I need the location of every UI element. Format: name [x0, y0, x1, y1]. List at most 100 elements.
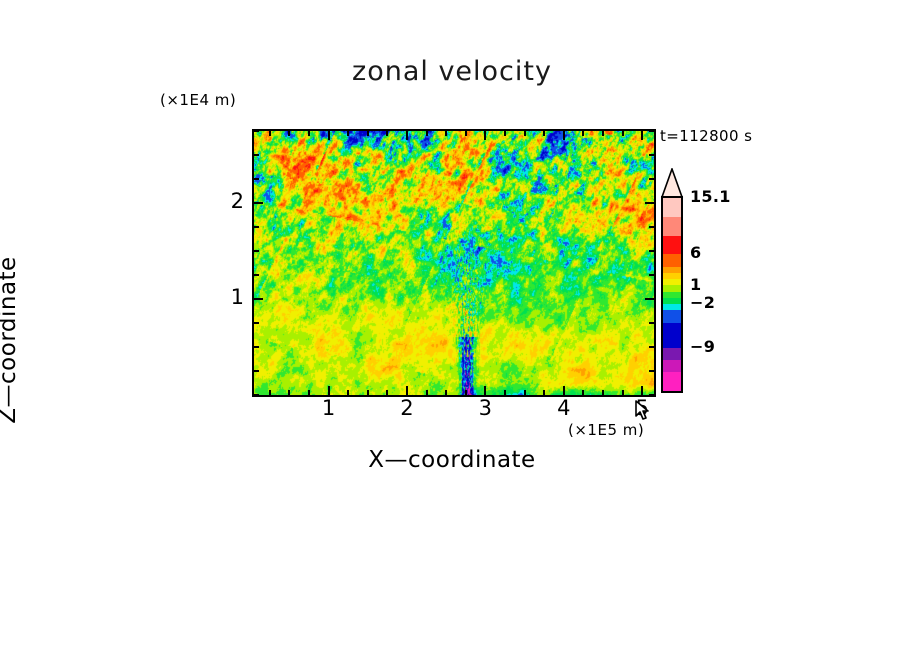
y-axis-minor-tick-right	[649, 154, 654, 156]
y-axis-minor-tick	[254, 226, 259, 228]
x-axis-minor-tick	[621, 390, 624, 395]
x-axis-minor-tick	[425, 390, 428, 395]
x-axis-major-tick	[641, 386, 644, 395]
colorbar-tick-label: 6	[690, 243, 702, 263]
colorbar	[661, 196, 683, 393]
colorbar-band	[663, 254, 681, 267]
y-axis-minor-tick	[254, 370, 259, 372]
y-axis-minor-tick-right	[649, 250, 654, 252]
y-axis-minor-tick	[254, 178, 259, 180]
x-axis-minor-tick	[503, 390, 506, 395]
contour-field-canvas	[254, 131, 654, 395]
x-axis-major-tick-top	[484, 131, 487, 140]
x-axis-minor-tick-top	[543, 131, 546, 136]
x-axis-major-tick-top	[562, 131, 565, 140]
x-axis-minor-tick-top	[621, 131, 624, 136]
colorbar-band	[663, 304, 681, 311]
x-axis-minor-tick	[366, 390, 369, 395]
colorbar-tick-label: −9	[690, 336, 716, 356]
x-axis-minor-tick-top	[366, 131, 369, 136]
colorbar-tick-label: 15.1	[690, 187, 731, 206]
colorbar-band	[663, 273, 681, 280]
x-axis-minor-tick-top	[288, 131, 291, 136]
y-axis-minor-tick	[254, 394, 259, 396]
x-axis-major-tick	[562, 386, 565, 395]
colorbar-tick-label: 1	[690, 274, 702, 294]
x-axis-major-tick	[484, 386, 487, 395]
y-axis-minor-tick	[254, 130, 259, 132]
x-axis-minor-tick	[543, 390, 546, 395]
y-axis-minor-tick	[254, 274, 259, 276]
y-axis-minor-tick-right	[649, 274, 654, 276]
x-axis-major-tick-top	[641, 131, 644, 140]
x-axis-tick-label: 3	[478, 396, 493, 420]
y-axis-major-tick-right	[645, 298, 654, 300]
x-axis-major-tick	[405, 386, 408, 395]
y-axis-minor-tick-right	[649, 394, 654, 396]
colorbar-band	[663, 372, 681, 391]
colorbar-band	[663, 347, 681, 360]
x-axis-minor-tick-top	[445, 131, 448, 136]
y-axis-minor-tick-right	[649, 226, 654, 228]
x-axis-minor-tick-top	[347, 131, 350, 136]
x-axis-minor-tick-top	[307, 131, 310, 136]
x-axis-minor-tick-top	[425, 131, 428, 136]
colorbar-band	[663, 235, 681, 255]
x-axis-major-tick	[327, 386, 330, 395]
y-axis-minor-tick	[254, 154, 259, 156]
colorbar-band	[663, 291, 681, 298]
y-axis-minor-tick	[254, 346, 259, 348]
x-axis-minor-tick-top	[523, 131, 526, 136]
y-axis-major-tick-right	[645, 202, 654, 204]
page-title: zonal velocity	[352, 56, 552, 87]
colorbar-band	[663, 285, 681, 292]
colorbar-band	[663, 359, 681, 373]
colorbar-band	[663, 198, 681, 218]
contour-plot-area	[252, 129, 656, 397]
y-axis-tick-label: 1	[230, 285, 244, 309]
time-annotation: t=112800 s	[660, 127, 753, 145]
y-axis-minor-tick	[254, 322, 259, 324]
y-axis-minor-tick-right	[649, 346, 654, 348]
colorbar-band	[663, 297, 681, 305]
x-axis-minor-tick	[602, 390, 605, 395]
colorbar-band	[663, 310, 681, 323]
x-axis-minor-tick-top	[268, 131, 271, 136]
x-axis-minor-tick	[386, 390, 389, 395]
x-axis-minor-tick	[288, 390, 291, 395]
x-axis-title: X—coordinate	[368, 447, 536, 473]
x-axis-tick-label: 1	[321, 396, 336, 420]
y-axis-minor-tick-right	[649, 322, 654, 324]
colorbar-band	[663, 217, 681, 236]
x-axis-unit-label: (×1E5 m)	[568, 421, 645, 439]
x-axis-minor-tick	[582, 390, 585, 395]
x-axis-minor-tick-top	[602, 131, 605, 136]
x-axis-minor-tick-top	[582, 131, 585, 136]
colorbar-band	[663, 266, 681, 274]
x-axis-minor-tick	[268, 390, 271, 395]
y-axis-major-tick	[254, 202, 263, 204]
colorbar-band	[663, 279, 681, 286]
colorbar-tick-label: −2	[690, 293, 716, 313]
x-axis-tick-label: 4	[557, 396, 571, 420]
y-axis-unit-label: (×1E4 m)	[160, 91, 237, 109]
x-axis-major-tick-top	[405, 131, 408, 140]
x-axis-minor-tick	[464, 390, 467, 395]
x-axis-major-tick-top	[327, 131, 330, 140]
colorbar-max-arrow	[660, 168, 684, 198]
mouse-cursor-icon	[635, 400, 649, 420]
x-axis-tick-label: 2	[400, 396, 414, 420]
y-axis-minor-tick	[254, 250, 259, 252]
y-axis-minor-tick-right	[649, 370, 654, 372]
x-axis-minor-tick	[445, 390, 448, 395]
x-axis-minor-tick	[307, 390, 310, 395]
x-axis-minor-tick	[347, 390, 350, 395]
y-axis-tick-label: 2	[230, 189, 244, 213]
y-axis-minor-tick-right	[649, 130, 654, 132]
x-axis-minor-tick	[523, 390, 526, 395]
y-axis-major-tick	[254, 298, 263, 300]
x-axis-minor-tick-top	[464, 131, 467, 136]
colorbar-band	[663, 322, 681, 348]
y-axis-minor-tick-right	[649, 178, 654, 180]
x-axis-minor-tick-top	[386, 131, 389, 136]
